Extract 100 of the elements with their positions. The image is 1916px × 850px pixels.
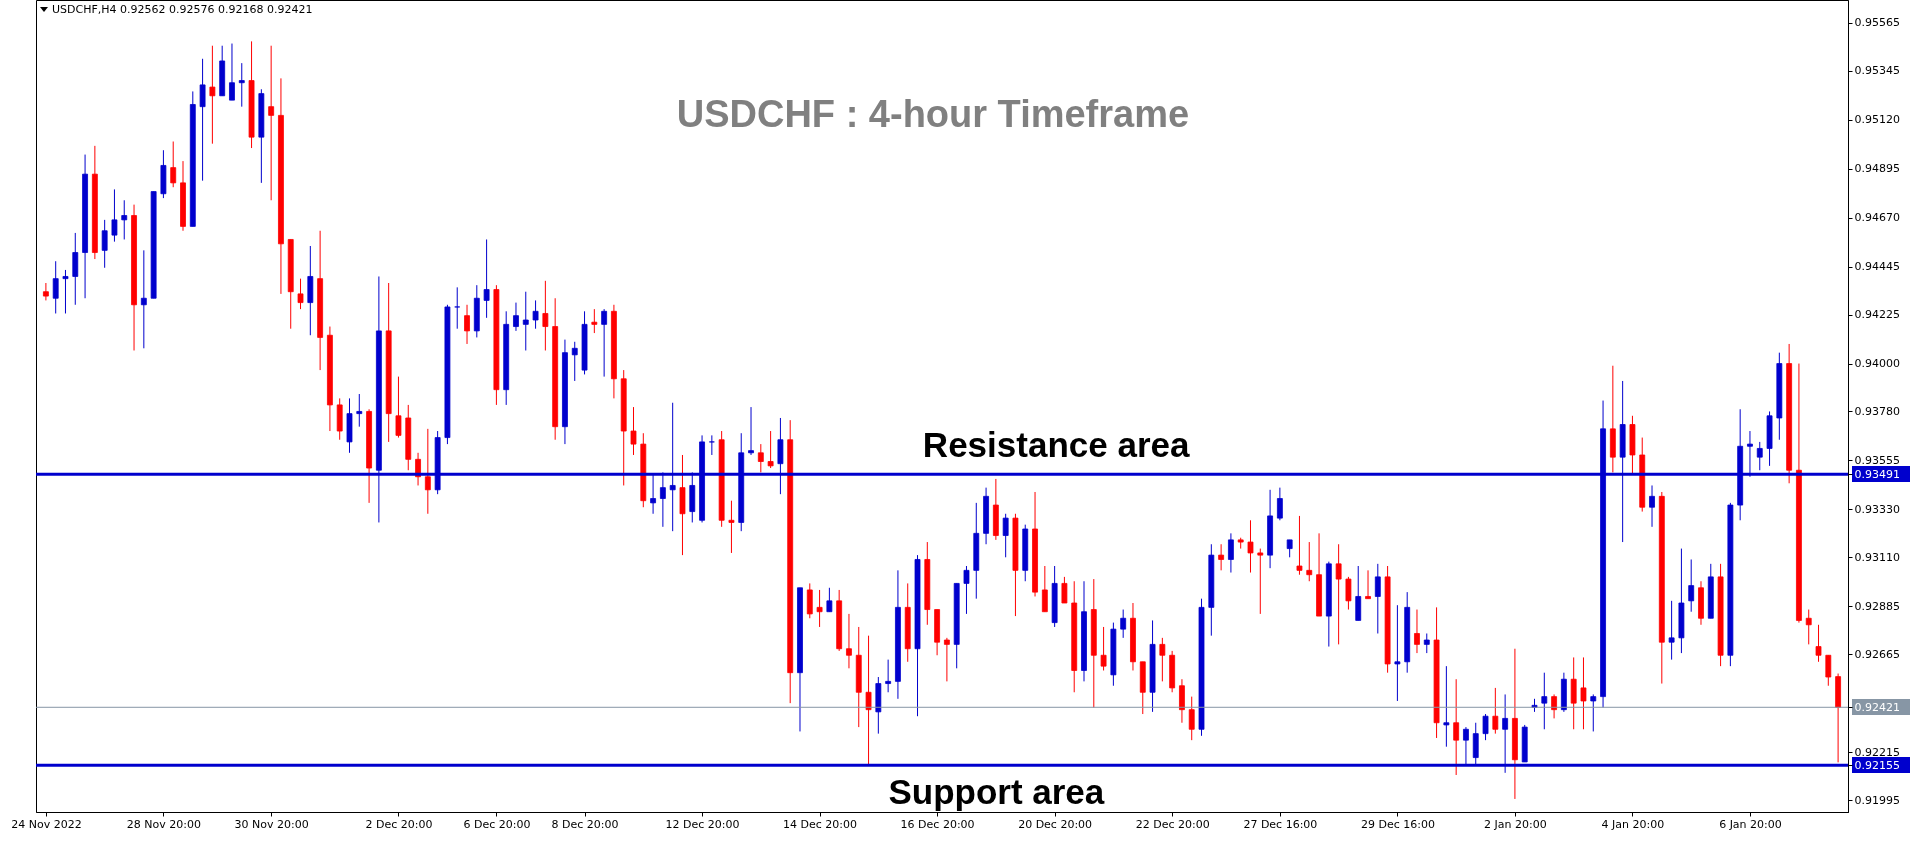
candlestick	[542, 280, 549, 351]
x-tick-label: 6 Dec 20:00	[463, 817, 531, 831]
candlestick	[1120, 609, 1127, 639]
candlestick	[944, 637, 950, 682]
candlestick	[885, 659, 892, 693]
y-tick-label: 0.93330	[1854, 502, 1900, 516]
x-tick-label: 22 Dec 20:00	[1135, 817, 1210, 831]
text: USDCHF : 4-hour Timeframe	[676, 93, 1190, 135]
candlestick	[1825, 654, 1832, 687]
candlestick	[591, 308, 598, 334]
y-tick-label: 0.94895	[1854, 162, 1900, 176]
x-tick-label: 16 Dec 20:00	[900, 817, 975, 831]
candlestick	[121, 199, 128, 240]
candlestick	[454, 286, 461, 330]
annotation: USDCHF,H4 0.92562 0.92576 0.92168 0.92421	[52, 3, 313, 16]
candlestick	[483, 238, 490, 319]
x-tick-label: 28 Nov 20:00	[126, 817, 201, 831]
candlestick	[1335, 543, 1342, 645]
candlestick	[1590, 693, 1597, 732]
candlestick	[865, 635, 872, 765]
x-tick-label: 2 Jan 20:00	[1484, 817, 1547, 831]
candlestick	[111, 188, 118, 243]
candlestick	[1306, 541, 1313, 582]
y-tick-label: 0.93555	[1854, 453, 1900, 467]
y-tick-label: 0.94670	[1854, 211, 1900, 225]
y-tick-label: 0.94000	[1854, 357, 1900, 371]
candlestick	[424, 428, 431, 515]
candlestick	[601, 308, 608, 378]
x-tick-label: 6 Jan 20:00	[1719, 817, 1782, 831]
candlestick	[229, 43, 235, 101]
candlestick	[1414, 609, 1420, 654]
candlestick	[297, 278, 304, 310]
candlestick	[1551, 693, 1557, 719]
candlestick	[1100, 626, 1107, 671]
candlestick	[52, 260, 59, 314]
candlestick	[1374, 563, 1381, 634]
candlestick	[101, 219, 108, 269]
candlestick	[826, 587, 833, 613]
y-tick-label: 0.92665	[1854, 647, 1900, 661]
candlestick	[1159, 637, 1166, 682]
x-tick-label: 30 Nov 20:00	[234, 817, 309, 831]
candlestick	[1423, 632, 1430, 654]
y-tick-label: 0.91995	[1854, 793, 1900, 807]
candlestick	[522, 291, 529, 351]
candlestick	[1296, 515, 1303, 576]
candlestick	[209, 45, 216, 145]
y-tick-label: 0.92421	[1854, 700, 1900, 714]
y-tick-label: 0.92885	[1854, 599, 1900, 613]
candlestick	[1355, 565, 1362, 621]
candlestick	[199, 58, 206, 182]
candlestick	[630, 406, 637, 456]
candlestick	[1482, 713, 1489, 741]
candlestick	[1394, 604, 1401, 702]
x-tick-label: 29 Dec 16:00	[1360, 817, 1435, 831]
candlestick	[238, 62, 245, 108]
candlestick	[1188, 696, 1195, 741]
candlestick	[1276, 487, 1283, 521]
candlestick	[1805, 609, 1812, 645]
candlestick	[1570, 656, 1577, 730]
candlestick	[356, 393, 363, 428]
candlestick	[1179, 678, 1185, 724]
candlestick	[1688, 558, 1695, 613]
x-tick-label: 4 Jan 20:00	[1601, 817, 1665, 831]
candlestick	[43, 282, 49, 301]
candlestick	[728, 500, 735, 554]
candlestick	[767, 430, 774, 469]
candlestick	[1061, 576, 1068, 604]
x-tick-label: 24 Nov 2022	[11, 817, 82, 831]
candlestick	[1541, 672, 1548, 730]
candlestick	[708, 434, 715, 456]
candlestick	[1002, 513, 1009, 558]
candlestick	[170, 141, 177, 188]
candlestick	[1228, 532, 1234, 574]
candlestick	[1041, 565, 1048, 613]
y-tick-label: 0.92215	[1854, 745, 1900, 759]
candlestick	[963, 565, 970, 615]
candlestick	[816, 589, 823, 628]
y-tick-label: 0.94225	[1854, 308, 1900, 322]
y-tick-label: 0.93780	[1854, 404, 1900, 418]
y-tick-label: 0.94445	[1854, 260, 1900, 274]
candlestick	[72, 232, 79, 306]
y-tick-label: 0.95565	[1854, 16, 1900, 30]
candlestick	[571, 341, 578, 382]
candlestick	[513, 302, 519, 332]
y-tick-label: 0.93110	[1854, 550, 1900, 564]
candlestick	[1365, 569, 1371, 600]
candlestick	[806, 582, 813, 619]
candlestick	[1668, 600, 1675, 661]
candlestick	[1492, 687, 1499, 735]
x-tick-label: 12 Dec 20:00	[665, 817, 740, 831]
x-tick-label: 14 Dec 20:00	[783, 817, 858, 831]
x-tick-label: 27 Dec 16:00	[1243, 817, 1318, 831]
candlestick	[748, 406, 754, 456]
candlestick	[395, 376, 402, 439]
candlestick	[1443, 665, 1450, 748]
candlestick	[757, 443, 764, 473]
candlestick	[268, 45, 275, 201]
ref-line-label: Support area	[888, 772, 1105, 812]
candlestick	[1756, 441, 1763, 471]
y-tick-label: 0.92155	[1854, 758, 1900, 772]
